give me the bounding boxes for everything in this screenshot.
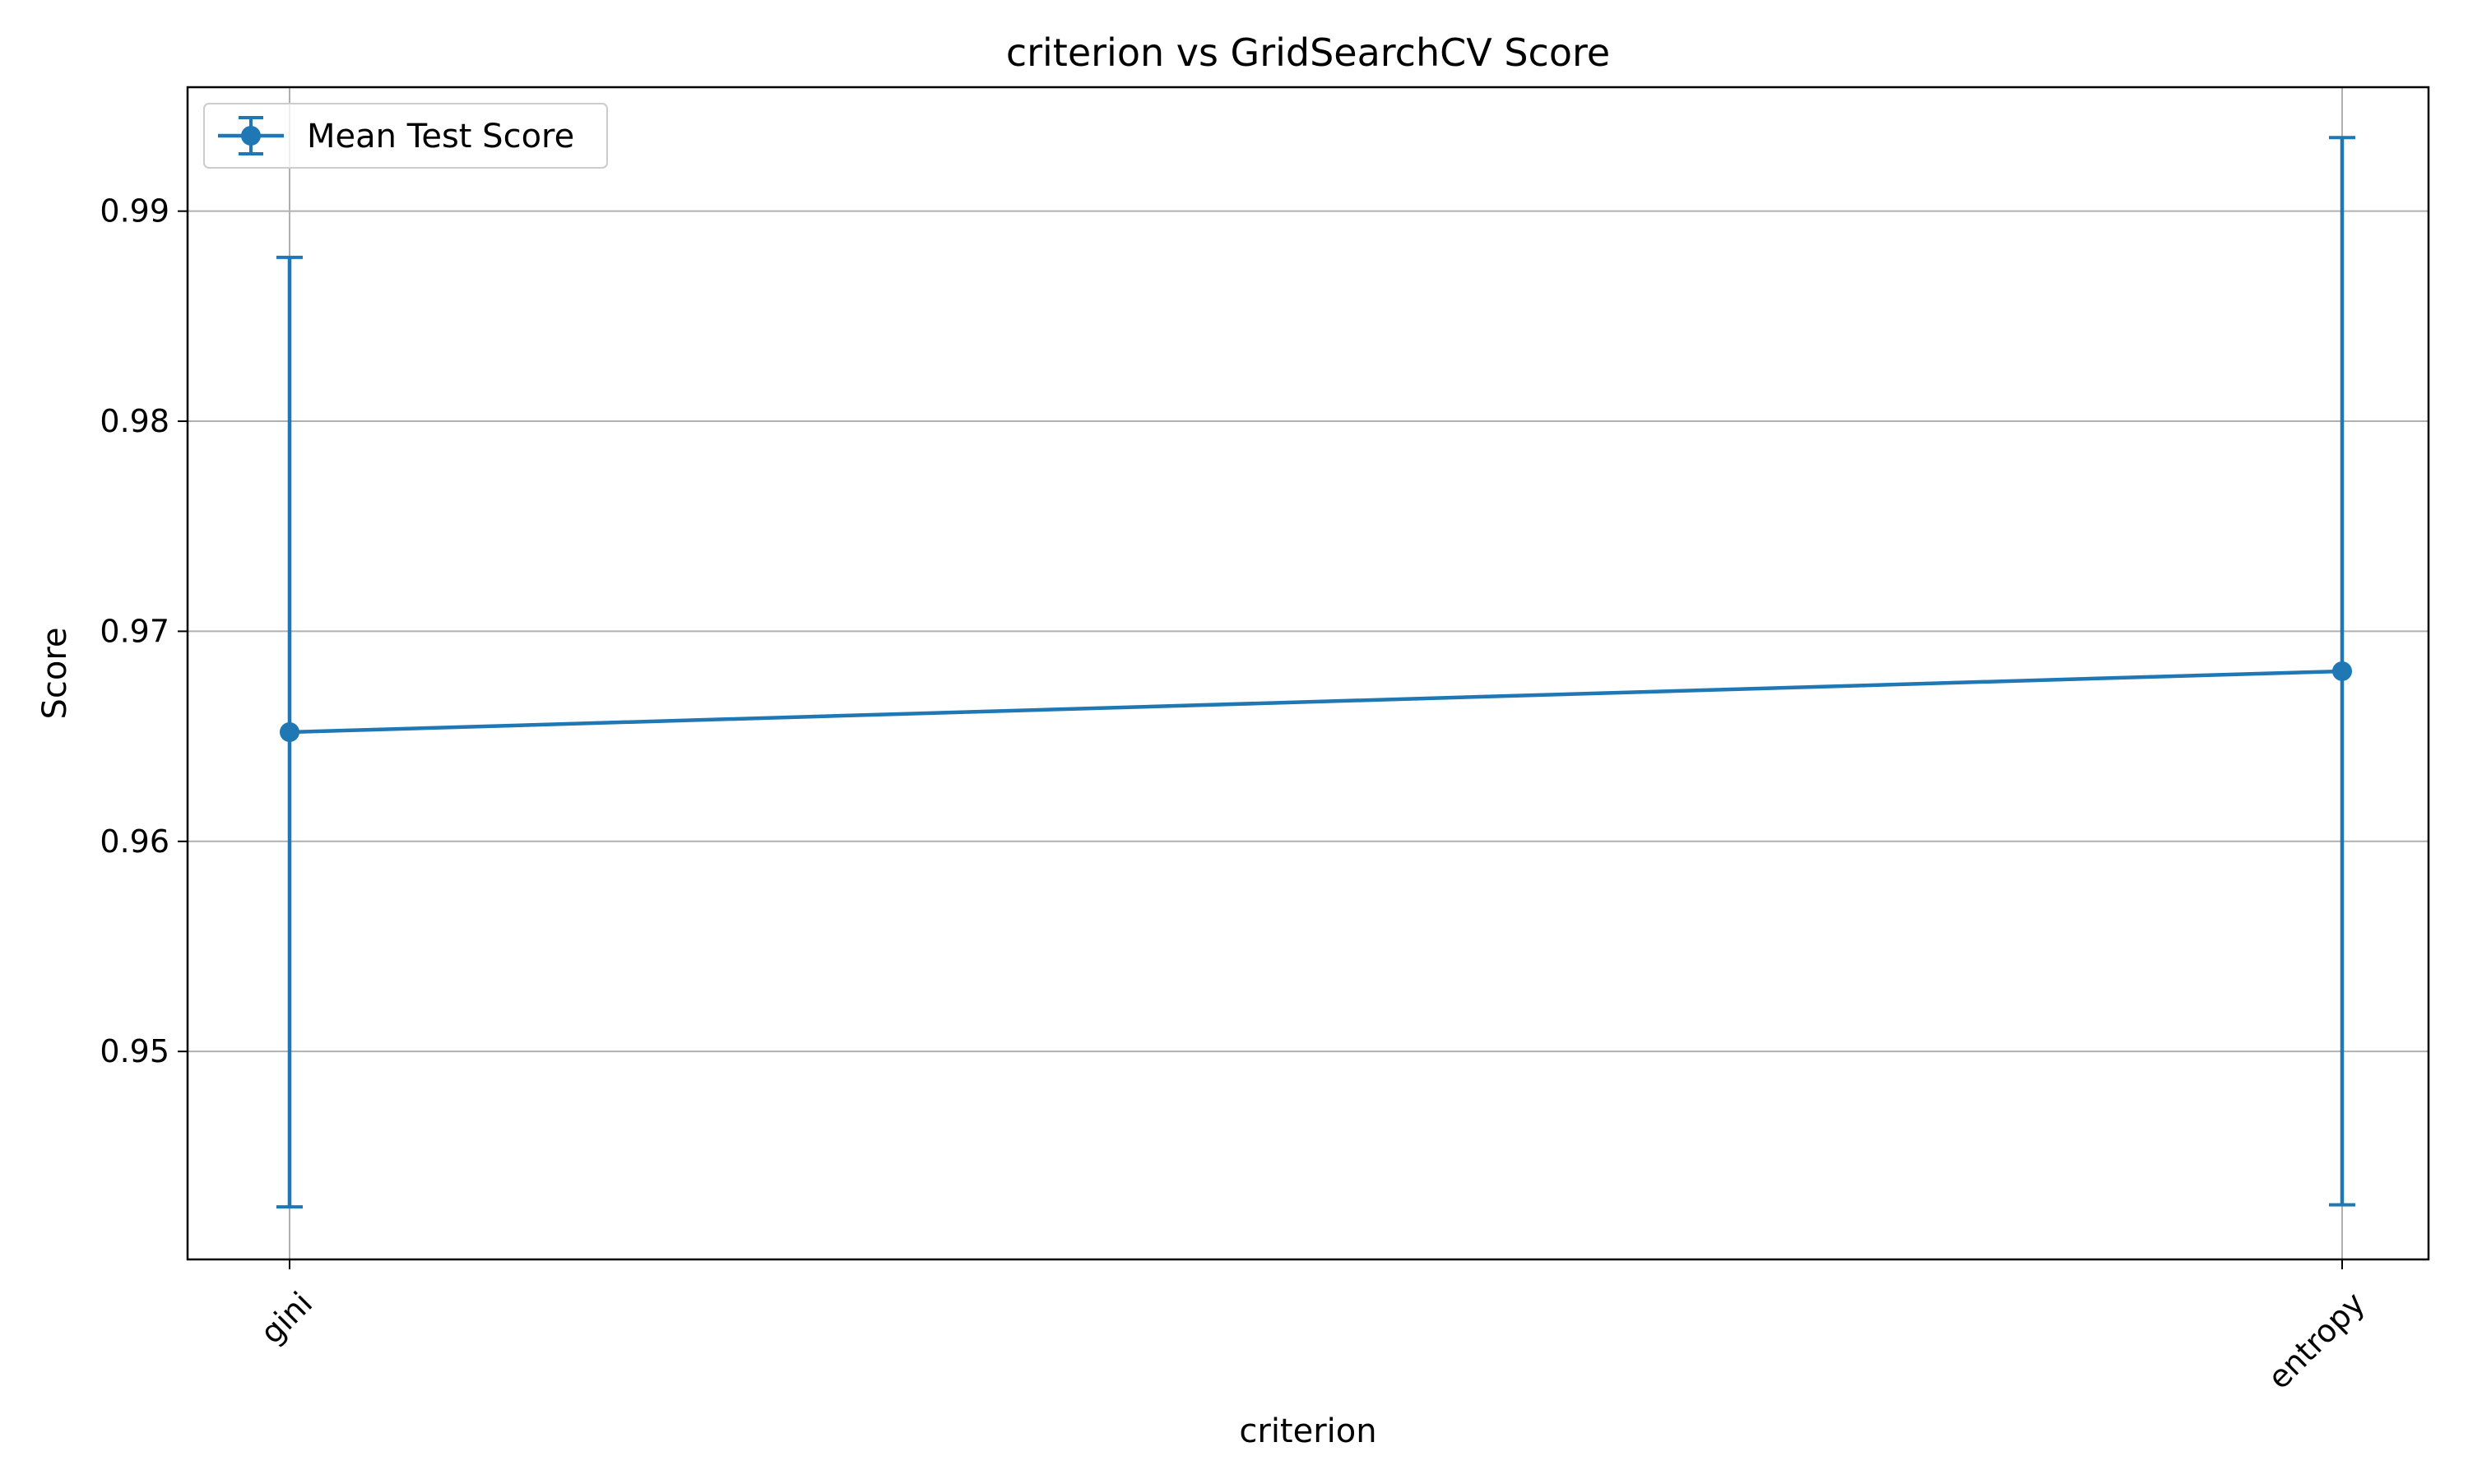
legend-label: Mean Test Score [307,118,574,155]
y-axis-label: Score [36,627,74,719]
legend-box [203,103,608,169]
series-line [289,669,2343,735]
chart-title: criterion vs GridSearchCV Score [1006,30,1610,75]
y-tick-label: 0.95 [100,1033,169,1069]
x-axis-label: criterion [1239,1412,1376,1450]
legend: Mean Test Score [203,103,608,169]
y-tick-label: 0.96 [100,823,169,860]
axes-frame [186,86,2430,1261]
data-point [280,722,299,743]
y-tick-label: 0.97 [100,613,169,649]
legend-marker [241,126,261,146]
y-tick-label: 0.98 [100,403,169,439]
data-point [2332,661,2352,681]
legend-handle [218,116,284,155]
y-tick-label: 0.99 [100,193,169,230]
series-layer [276,136,2355,1209]
